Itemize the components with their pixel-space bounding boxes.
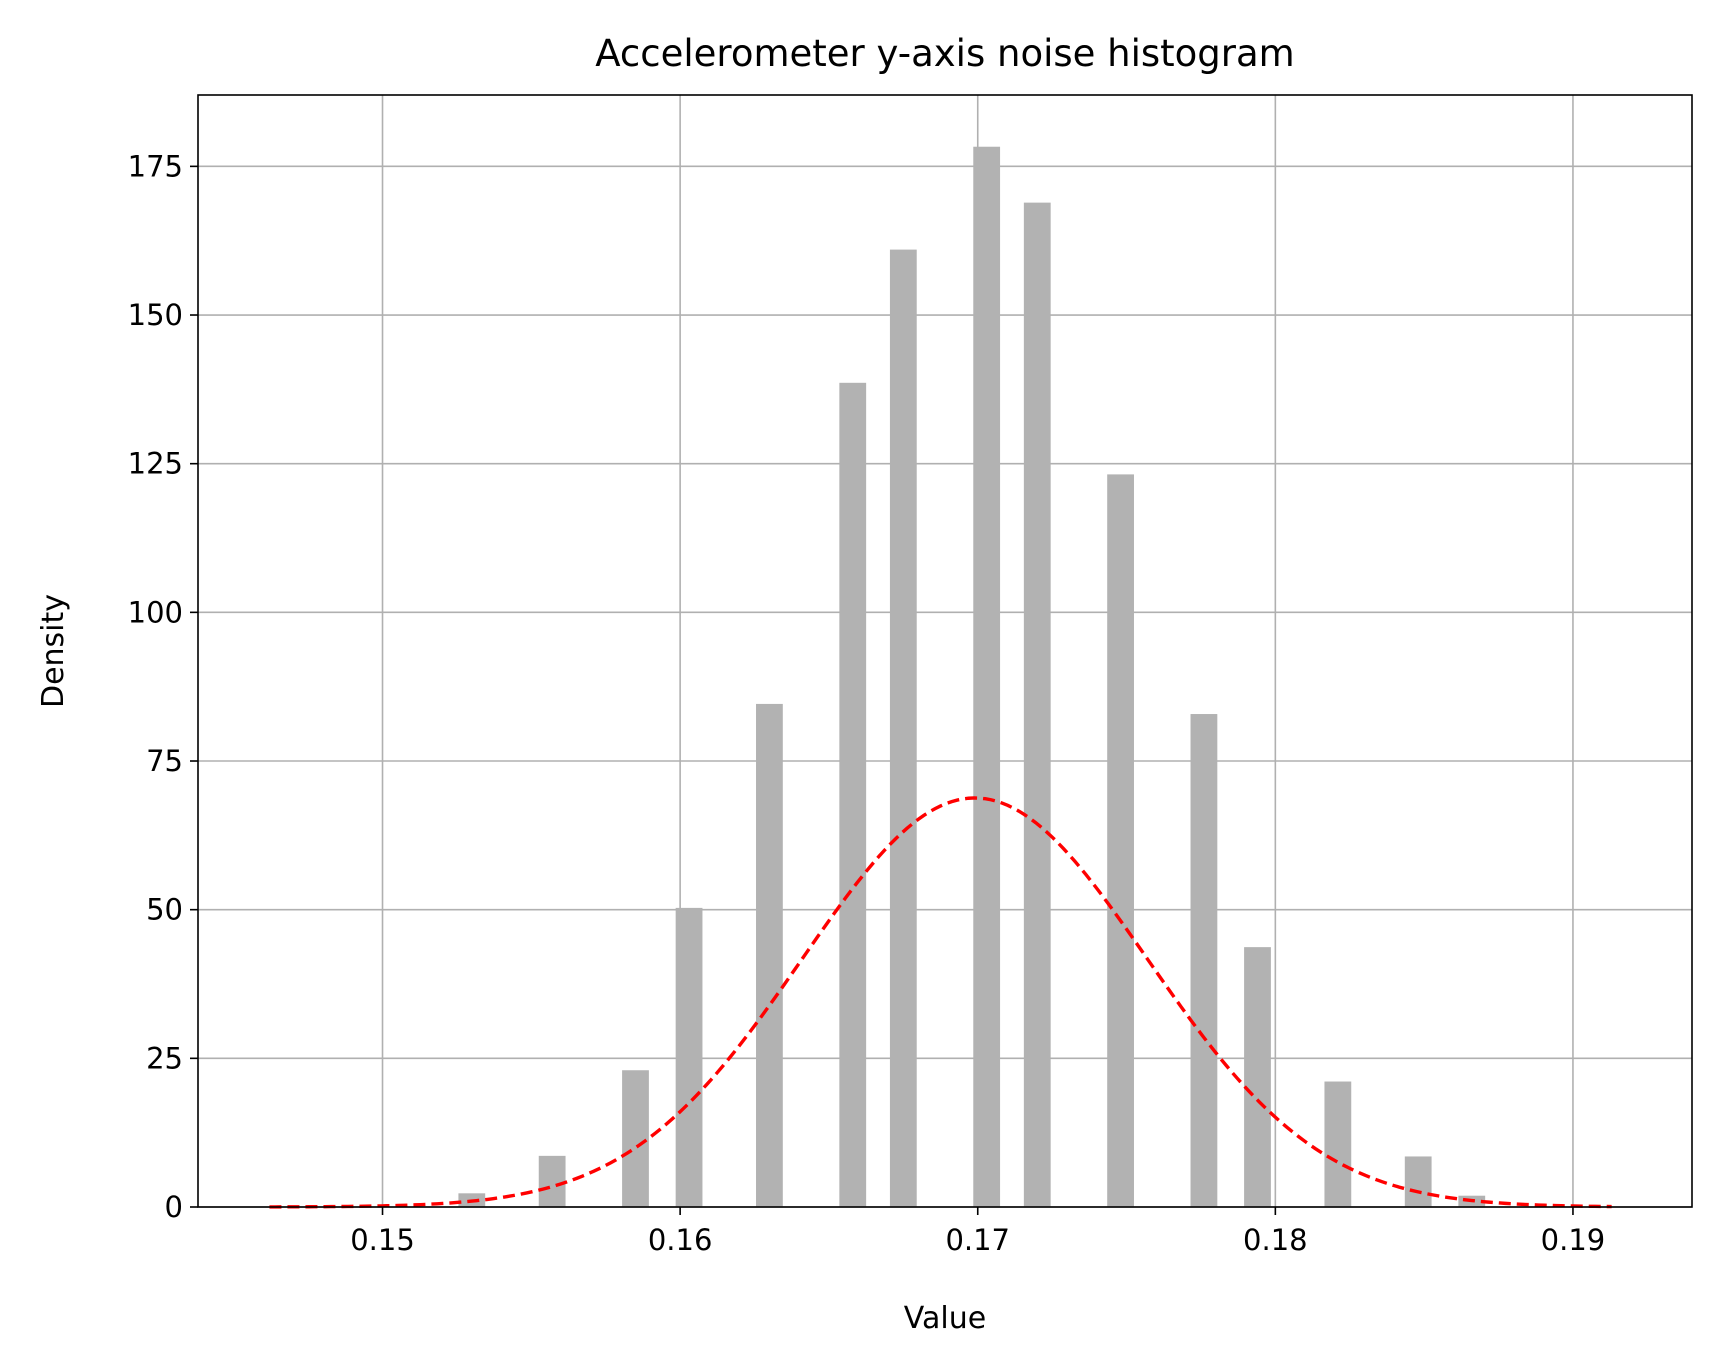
histogram-bar bbox=[1107, 474, 1134, 1207]
histogram-bar bbox=[756, 703, 783, 1207]
y-tick-label: 125 bbox=[128, 447, 183, 481]
histogram-bar bbox=[839, 382, 867, 1207]
histogram-bar bbox=[622, 1070, 649, 1207]
y-tick-label: 175 bbox=[128, 149, 183, 183]
histogram-bar bbox=[1023, 202, 1051, 1207]
y-tick-label: 50 bbox=[146, 893, 183, 927]
histogram-bar bbox=[1404, 1156, 1432, 1207]
x-tick-label: 0.16 bbox=[648, 1223, 713, 1257]
y-tick-label: 25 bbox=[146, 1041, 183, 1075]
x-tick-label: 0.15 bbox=[350, 1223, 415, 1257]
y-tick-label: 150 bbox=[128, 298, 183, 332]
histogram-bar bbox=[1190, 714, 1218, 1207]
y-axis-label: Density bbox=[36, 594, 71, 708]
y-tick-label: 75 bbox=[146, 744, 183, 778]
y-tick-label: 100 bbox=[128, 595, 183, 629]
histogram-bar bbox=[538, 1155, 566, 1207]
x-axis-label: Value bbox=[904, 1301, 986, 1336]
plot-area-background bbox=[198, 95, 1692, 1207]
x-tick-label: 0.19 bbox=[1541, 1223, 1606, 1257]
chart-title: Accelerometer y-axis noise histogram bbox=[595, 32, 1294, 75]
histogram-bar bbox=[973, 146, 1001, 1208]
normal-fit-curve bbox=[269, 796, 1612, 1209]
x-axis-ticks: 0.15 0.16 0.17 0.18 0.19 bbox=[350, 1207, 1605, 1257]
histogram-bar bbox=[1244, 947, 1271, 1207]
plot-frame bbox=[197, 94, 1693, 1208]
histogram-bar bbox=[675, 907, 703, 1207]
x-tick-label: 0.17 bbox=[945, 1223, 1010, 1257]
histogram-bars bbox=[458, 146, 1486, 1208]
y-tick-label: 0 bbox=[165, 1190, 183, 1224]
histogram-bar bbox=[889, 249, 917, 1207]
y-axis-ticks: 0 25 50 75 100 125 150 175 bbox=[128, 149, 198, 1224]
x-tick-label: 0.18 bbox=[1243, 1223, 1308, 1257]
histogram-bar bbox=[1324, 1081, 1352, 1207]
